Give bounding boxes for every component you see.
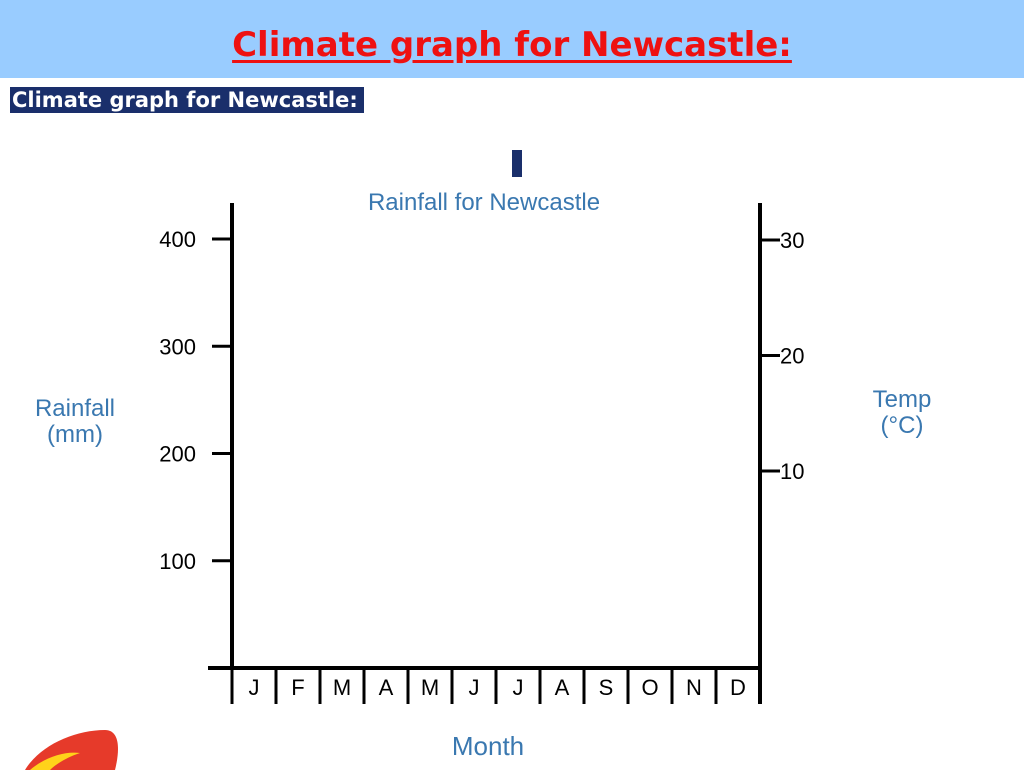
y-tick-label: 100	[159, 549, 196, 574]
x-tick-label-8: A	[555, 675, 570, 700]
chart-axes: 100 200 300 400 10 20 30 J F M A M J J A S O N D	[159, 203, 804, 704]
y-tick-label: 200	[159, 442, 196, 467]
chart-title: Rainfall for Newcastle	[368, 189, 600, 216]
x-tick-label-6: J	[469, 675, 480, 700]
x-tick-label-1: J	[249, 675, 260, 700]
x-tick-label-11: N	[686, 675, 702, 700]
slide-title: Climate graph for Newcastle:	[232, 25, 792, 65]
y2-tick-label: 20	[780, 344, 804, 369]
title-bar	[0, 0, 1024, 78]
x-axis-label: Month	[452, 731, 524, 761]
x-tick-label-9: S	[599, 675, 614, 700]
y-tick-label: 400	[159, 227, 196, 252]
x-tick-label-5: M	[421, 675, 439, 700]
x-tick-label-10: O	[641, 675, 658, 700]
text-cursor-marker	[512, 150, 522, 177]
x-tick-label-4: A	[379, 675, 394, 700]
y-tick-label: 300	[159, 334, 196, 359]
x-tick-label-3: M	[333, 675, 351, 700]
y2-axis-label: Temp (°C)	[873, 386, 932, 439]
x-tick-label-2: F	[291, 675, 304, 700]
x-tick-label-7: J	[513, 675, 524, 700]
decorative-swoosh-image	[25, 730, 118, 770]
y2-tick-label: 10	[780, 459, 804, 484]
y2-tick-label: 30	[780, 228, 804, 253]
x-tick-label-12: D	[730, 675, 746, 700]
y-axis-label: Rainfall (mm)	[35, 395, 115, 448]
chart-caption: Climate graph for Newcastle:	[10, 87, 364, 113]
